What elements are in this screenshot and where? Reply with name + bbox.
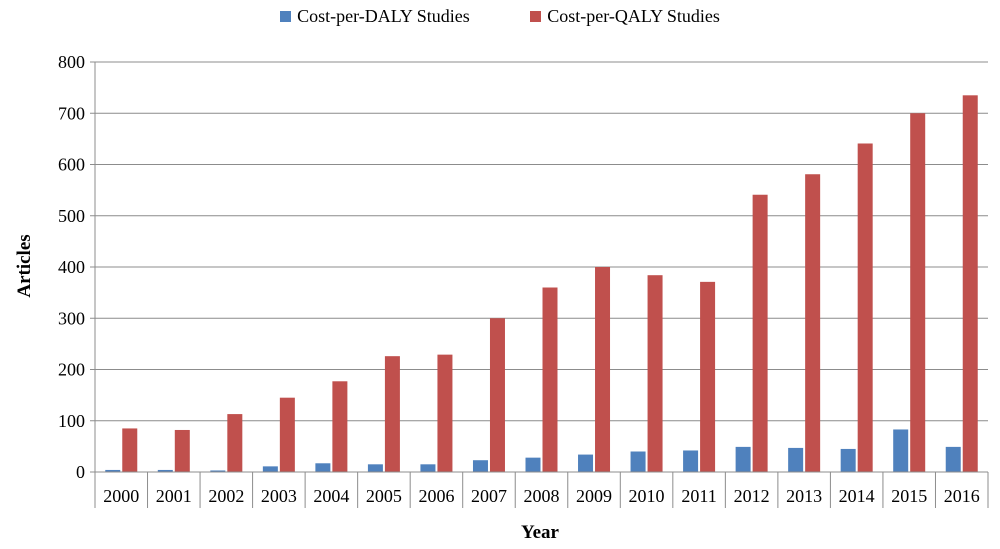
bar-qaly (384, 356, 400, 472)
bar-daly (893, 429, 909, 472)
y-tick-label: 600 (58, 155, 85, 175)
bar-qaly (122, 428, 138, 472)
bar-daly (840, 448, 856, 472)
bars (105, 95, 978, 473)
bar-daly (420, 464, 436, 472)
x-axis-title: Year (521, 522, 560, 543)
bar-qaly (857, 143, 873, 473)
bar-qaly (752, 194, 768, 473)
y-tick-label: 100 (58, 411, 85, 431)
bar-daly (157, 469, 173, 472)
bar-qaly (489, 318, 505, 472)
x-tick-label: 2015 (891, 486, 927, 506)
legend-item-qaly: Cost-per-QALY Studies (530, 6, 720, 27)
y-tick-label: 500 (58, 206, 85, 226)
legend-label-qaly: Cost-per-QALY Studies (547, 6, 720, 26)
x-tick-label: 2001 (156, 486, 192, 506)
x-tick-label: 2009 (576, 486, 612, 506)
bar-qaly (227, 414, 243, 472)
bar-qaly (332, 381, 348, 472)
x-tick-label: 2014 (839, 486, 875, 506)
bar-qaly (647, 275, 663, 472)
bar-qaly (174, 429, 190, 472)
bar-daly (683, 450, 699, 472)
y-tick-label: 400 (58, 257, 85, 277)
y-tick-labels: 0 100 200 300 400 500 600 700 800 (58, 52, 85, 482)
x-tick-label: 2016 (944, 486, 980, 506)
bar-daly (525, 457, 541, 472)
bar-qaly (962, 95, 978, 472)
x-tick-label: 2000 (103, 486, 139, 506)
bar-daly (735, 446, 751, 472)
legend-item-daly: Cost-per-DALY Studies (280, 6, 470, 27)
bar-daly (210, 470, 226, 472)
y-tick-label: 300 (58, 308, 85, 328)
bar-qaly (910, 113, 926, 472)
axes (90, 61, 989, 508)
y-tick-label: 0 (76, 462, 85, 482)
bar-daly (630, 451, 646, 472)
bar-daly (788, 447, 804, 472)
x-tick-label: 2006 (418, 486, 454, 506)
y-tick-label: 700 (58, 103, 85, 123)
bar-daly (945, 446, 961, 472)
legend-swatch-qaly (530, 11, 542, 22)
y-tick-label: 200 (58, 360, 85, 380)
bar-qaly (437, 354, 453, 472)
x-tick-label: 2002 (208, 486, 244, 506)
x-tick-labels: 2000 2001 2002 2003 2004 2005 2006 2007 2008 2009… (103, 486, 979, 506)
chart-legend: Cost-per-DALY Studies Cost-per-QALY Stud… (0, 6, 1000, 27)
x-tick-label: 2013 (786, 486, 822, 506)
grid-lines (95, 61, 988, 422)
bar-qaly (279, 397, 295, 472)
bar-daly (262, 466, 278, 472)
legend-swatch-daly (280, 11, 292, 22)
x-tick-label: 2011 (681, 486, 716, 506)
bar-qaly (700, 281, 716, 472)
bar-daly (315, 463, 331, 472)
x-tick-label: 2012 (734, 486, 770, 506)
legend-label-daly: Cost-per-DALY Studies (297, 6, 470, 26)
bar-daly (105, 469, 121, 472)
bar-daly (578, 454, 594, 472)
x-tick-label: 2004 (313, 486, 349, 506)
x-tick-label: 2010 (629, 486, 665, 506)
bar-daly (472, 460, 488, 472)
y-tick-label: 800 (58, 52, 85, 72)
bar-qaly (542, 287, 558, 472)
x-tick-label: 2008 (524, 486, 560, 506)
x-tick-label: 2007 (471, 486, 507, 506)
bar-qaly (595, 267, 611, 472)
bar-daly (367, 464, 383, 472)
x-tick-label: 2005 (366, 486, 402, 506)
bar-qaly (805, 174, 821, 473)
x-tick-label: 2003 (261, 486, 297, 506)
y-axis-title: Articles (14, 234, 35, 297)
